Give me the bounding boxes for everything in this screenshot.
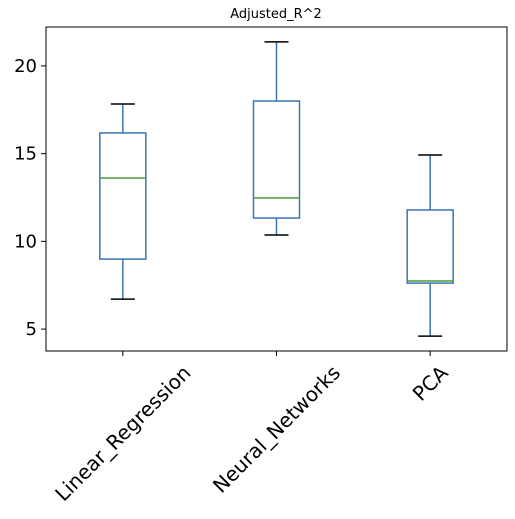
y-tick-label: 10 xyxy=(14,231,37,252)
y-tick-label: 5 xyxy=(26,319,37,340)
x-tick-label: Neural_Networks xyxy=(208,361,345,498)
box xyxy=(406,209,454,284)
box xyxy=(252,100,301,219)
y-tick-label: 20 xyxy=(14,56,37,77)
x-tick-label: PCA xyxy=(408,360,453,405)
y-tick-label: 15 xyxy=(14,144,37,165)
chart-title: Adjusted_R^2 xyxy=(230,7,322,22)
x-tick-label: Linear_Regression xyxy=(50,361,195,506)
box xyxy=(99,132,147,260)
